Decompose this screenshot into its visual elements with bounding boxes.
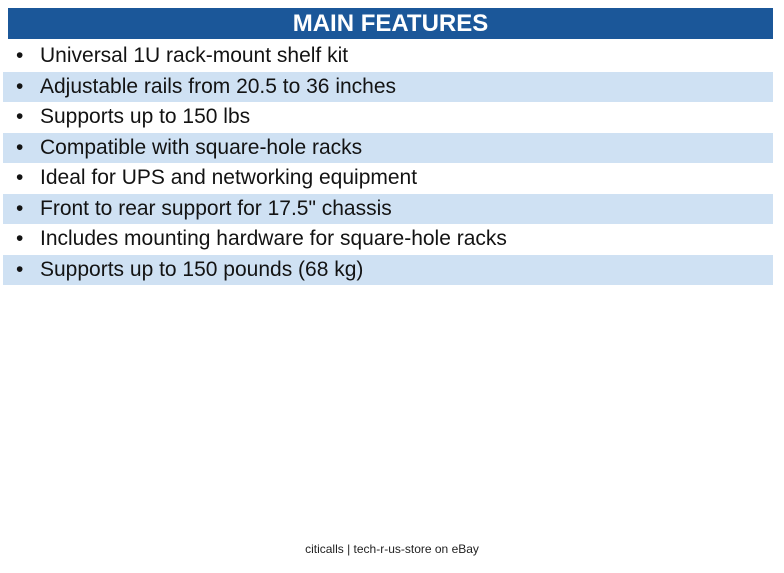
- feature-text: Supports up to 150 lbs: [40, 105, 251, 129]
- feature-row: • Supports up to 150 lbs: [3, 102, 773, 133]
- feature-row: • Compatible with square-hole racks: [3, 132, 773, 163]
- feature-text: Supports up to 150 pounds (68 kg): [40, 257, 364, 281]
- features-title: MAIN FEATURES: [292, 10, 489, 37]
- features-list: • Universal 1U rack-mount shelf kit • Adjus…: [3, 41, 773, 285]
- features-panel: MAIN FEATURES • Universal 1U rack-mount s…: [3, 8, 773, 285]
- feature-row: • Includes mounting hardware for square-h…: [3, 224, 773, 255]
- features-header: MAIN FEATURES: [8, 8, 773, 39]
- bullet-icon: •: [16, 166, 24, 190]
- feature-text: Front to rear support for 17.5" chassis: [40, 196, 392, 220]
- footer-text: citicalls | tech-r-us-store on eBay: [305, 542, 479, 556]
- feature-row: • Supports up to 150 pounds (68 kg): [3, 254, 773, 285]
- bullet-icon: •: [16, 257, 24, 281]
- bullet-icon: •: [16, 227, 24, 251]
- bullet-icon: •: [16, 74, 24, 98]
- feature-text: Universal 1U rack-mount shelf kit: [40, 44, 349, 68]
- feature-text: Adjustable rails from 20.5 to 36 inches: [40, 74, 397, 98]
- bullet-icon: •: [16, 196, 24, 220]
- feature-row: • Universal 1U rack-mount shelf kit: [3, 41, 773, 72]
- feature-row: • Adjustable rails from 20.5 to 36 inches: [3, 71, 773, 102]
- bullet-icon: •: [16, 135, 24, 159]
- feature-text: Ideal for UPS and networking equipment: [40, 166, 418, 190]
- feature-row: • Ideal for UPS and networking equipment: [3, 163, 773, 194]
- feature-text: Includes mounting hardware for square-ho…: [40, 227, 507, 251]
- bullet-icon: •: [16, 44, 24, 68]
- feature-row: • Front to rear support for 17.5" chassis: [3, 193, 773, 224]
- bullet-icon: •: [16, 105, 24, 129]
- footer-credit: citicalls | tech-r-us-store on eBay: [0, 542, 784, 556]
- feature-text: Compatible with square-hole racks: [40, 135, 363, 159]
